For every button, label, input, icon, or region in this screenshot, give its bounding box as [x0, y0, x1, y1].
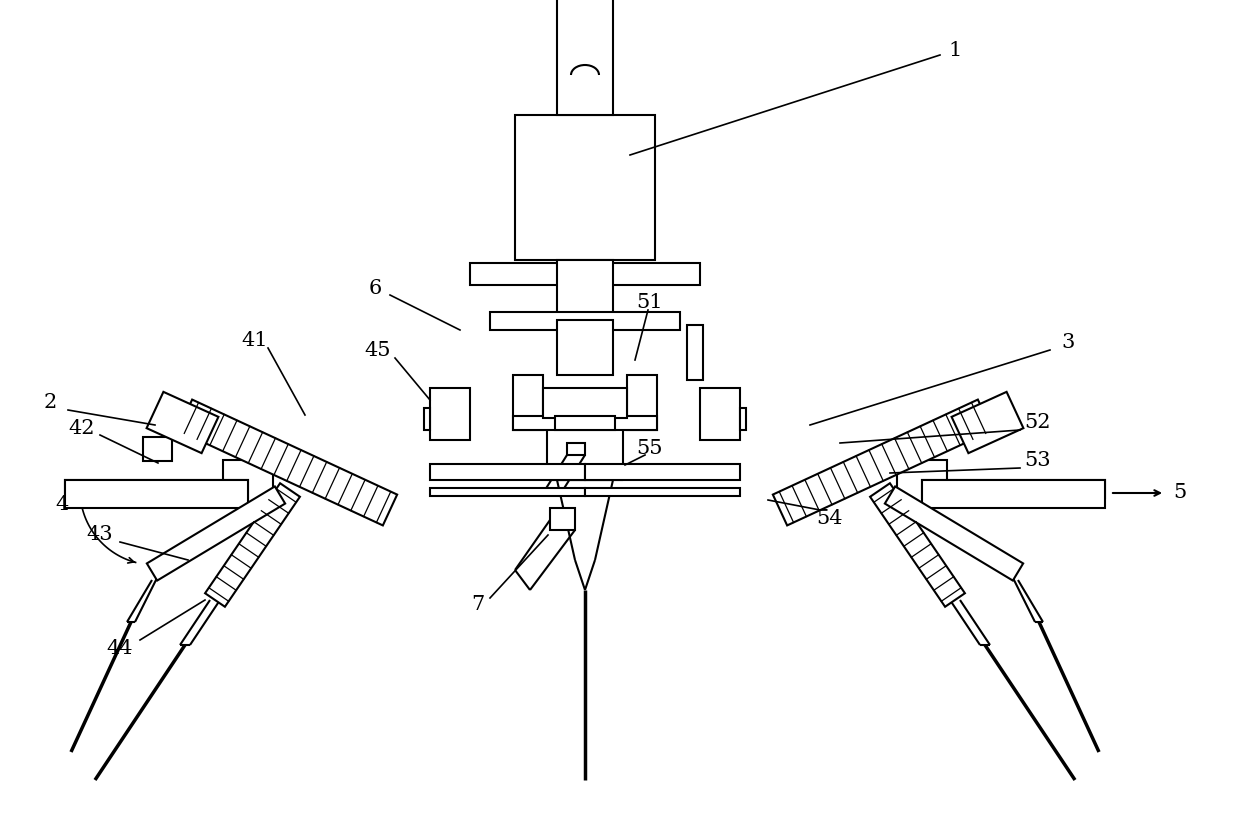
Polygon shape — [205, 483, 300, 607]
Bar — [551, 508, 575, 530]
Bar — [64, 480, 248, 498]
Polygon shape — [885, 487, 1023, 581]
Text: 42: 42 — [68, 419, 95, 437]
Polygon shape — [177, 399, 397, 525]
Bar — [143, 437, 172, 461]
Bar — [543, 388, 627, 418]
Text: 52: 52 — [1024, 413, 1052, 431]
Text: 3: 3 — [1061, 332, 1075, 352]
Bar — [515, 115, 655, 260]
Text: 5: 5 — [1173, 483, 1187, 503]
Bar — [424, 408, 430, 430]
Bar — [470, 263, 701, 285]
Bar — [513, 375, 543, 430]
Polygon shape — [870, 483, 965, 607]
Polygon shape — [146, 487, 285, 581]
Bar — [923, 480, 1105, 508]
Text: 1: 1 — [949, 40, 962, 60]
Bar — [687, 325, 703, 380]
Text: 4: 4 — [56, 496, 68, 514]
Bar — [490, 312, 680, 330]
Bar — [567, 443, 585, 455]
Bar — [557, 260, 613, 320]
Text: 51: 51 — [636, 293, 663, 311]
Polygon shape — [951, 392, 1023, 453]
Text: 44: 44 — [107, 638, 133, 658]
Text: 53: 53 — [1024, 451, 1052, 470]
Text: 7: 7 — [471, 596, 485, 614]
Bar — [556, 416, 615, 430]
Bar — [923, 480, 1105, 498]
Bar — [430, 464, 585, 480]
Bar — [572, 99, 598, 115]
Text: 45: 45 — [365, 341, 392, 359]
Bar — [430, 488, 585, 496]
Bar — [430, 388, 470, 440]
Bar — [557, 0, 613, 115]
Bar — [740, 408, 746, 430]
Bar — [897, 460, 947, 505]
Bar — [701, 388, 740, 440]
Bar — [585, 488, 740, 496]
Bar — [64, 480, 248, 508]
Text: 54: 54 — [817, 508, 843, 528]
Bar — [567, 82, 603, 100]
Text: 6: 6 — [368, 279, 382, 298]
Bar — [223, 460, 273, 505]
Polygon shape — [773, 399, 992, 525]
Bar — [513, 416, 657, 430]
Text: 41: 41 — [242, 331, 268, 350]
Polygon shape — [146, 392, 218, 453]
Text: 55: 55 — [637, 439, 663, 457]
Bar — [627, 375, 657, 430]
Bar — [557, 320, 613, 375]
Text: 43: 43 — [87, 525, 113, 545]
Bar — [585, 464, 740, 480]
Text: 2: 2 — [43, 393, 57, 413]
